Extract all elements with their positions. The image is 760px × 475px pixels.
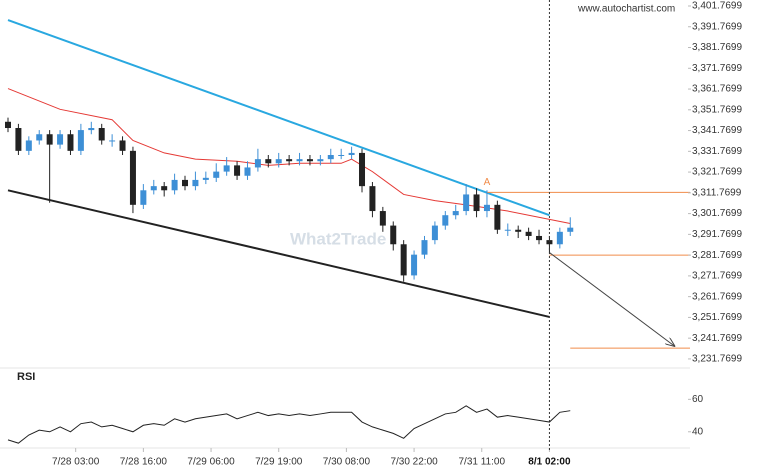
candle-body xyxy=(234,165,241,176)
x-tick-label: 7/29 06:00 xyxy=(187,457,235,468)
trend-line xyxy=(7,19,550,217)
x-tick-label: 7/28 03:00 xyxy=(52,457,100,468)
y-tick-label: 3,271.7699 xyxy=(692,271,742,282)
candle-body xyxy=(5,121,11,129)
candle-body xyxy=(525,231,532,236)
y-tick-label: 3,291.7699 xyxy=(692,229,742,240)
candle-body xyxy=(182,179,189,187)
y-tick-label: 3,341.7699 xyxy=(692,125,742,136)
rsi-line xyxy=(7,405,571,444)
candle-body xyxy=(46,134,53,145)
y-tick-label: 3,231.7699 xyxy=(692,354,742,365)
candle-body xyxy=(348,152,355,155)
trend-line xyxy=(7,189,550,318)
candle-body xyxy=(254,159,261,168)
candle-body xyxy=(390,225,397,245)
candle-body xyxy=(379,211,386,226)
y-tick-label: 60 xyxy=(692,394,704,405)
candle-body xyxy=(504,229,511,231)
rsi-title: RSI xyxy=(17,371,35,383)
candle-body xyxy=(150,186,157,191)
candle-body xyxy=(265,159,272,164)
y-tick-label: 3,311.7699 xyxy=(692,187,742,198)
x-tick-label: 8/1 02:00 xyxy=(528,457,571,468)
candle-body xyxy=(567,227,574,232)
candle-body xyxy=(296,159,303,162)
candle-body xyxy=(359,152,366,187)
candle-body xyxy=(421,240,428,255)
candle-body xyxy=(57,134,64,145)
candle-body xyxy=(338,154,345,156)
candle-body xyxy=(275,159,282,164)
y-tick-label: 3,381.7699 xyxy=(692,42,742,53)
candle-body xyxy=(411,254,418,276)
candle-body xyxy=(119,140,126,151)
candle-body xyxy=(129,150,136,205)
y-tick-label: 3,371.7699 xyxy=(692,63,742,74)
x-tick-label: 7/29 19:00 xyxy=(255,457,303,468)
pattern-label: A xyxy=(484,177,491,188)
candle-body xyxy=(494,204,501,230)
y-tick-label: 3,331.7699 xyxy=(692,146,742,157)
candle-body xyxy=(161,186,168,191)
x-tick-label: 7/30 08:00 xyxy=(323,457,371,468)
y-tick-label: 3,401.7699 xyxy=(692,1,742,12)
candle-body xyxy=(15,128,22,151)
candle-body xyxy=(192,179,199,187)
y-tick-label: 3,321.7699 xyxy=(692,167,742,178)
candle-body xyxy=(286,159,293,162)
candle-body xyxy=(36,134,43,141)
candle-body xyxy=(202,177,209,180)
candle-body xyxy=(67,134,74,151)
candle-body xyxy=(98,128,105,141)
candle-body xyxy=(473,194,480,212)
candle-body xyxy=(223,165,230,172)
y-tick-label: 3,391.7699 xyxy=(692,21,742,32)
x-tick-label: 7/31 11:00 xyxy=(458,457,505,468)
candle-body xyxy=(515,229,522,232)
candle-body xyxy=(244,167,251,176)
y-tick-label: 3,241.7699 xyxy=(692,333,742,344)
candle-body xyxy=(140,190,147,205)
candle-body xyxy=(431,225,438,241)
candle-body xyxy=(306,159,313,162)
candle-body xyxy=(400,244,407,276)
candle-body xyxy=(536,235,543,241)
candle-body xyxy=(452,211,459,216)
candle-body xyxy=(88,128,95,131)
candle-body xyxy=(171,179,178,191)
candle-body xyxy=(77,130,84,151)
candle-body xyxy=(369,186,376,212)
y-tick-label: 3,261.7699 xyxy=(692,291,742,302)
candle-body xyxy=(213,171,220,178)
candle-body xyxy=(317,159,324,162)
candle-body xyxy=(109,140,116,142)
candle-body xyxy=(556,231,563,245)
watermark: What2Trade xyxy=(290,229,386,248)
y-tick-label: 3,361.7699 xyxy=(692,84,742,95)
y-tick-label: 3,281.7699 xyxy=(692,250,742,261)
candle-body xyxy=(25,140,32,151)
candle-body xyxy=(546,240,553,245)
y-tick-label: 3,301.7699 xyxy=(692,208,742,219)
candle-body xyxy=(483,204,490,212)
candle-body xyxy=(327,154,334,160)
source-label: www.autochartist.com xyxy=(577,4,675,15)
y-tick-label: 3,251.7699 xyxy=(692,312,742,323)
x-tick-label: 7/30 22:00 xyxy=(390,457,438,468)
x-tick-label: 7/28 16:00 xyxy=(120,457,168,468)
forecast-arrow xyxy=(549,252,674,346)
candle-body xyxy=(442,215,449,226)
y-tick-label: 40 xyxy=(692,426,704,437)
candle-body xyxy=(463,194,470,212)
y-tick-label: 3,351.7699 xyxy=(692,104,742,115)
